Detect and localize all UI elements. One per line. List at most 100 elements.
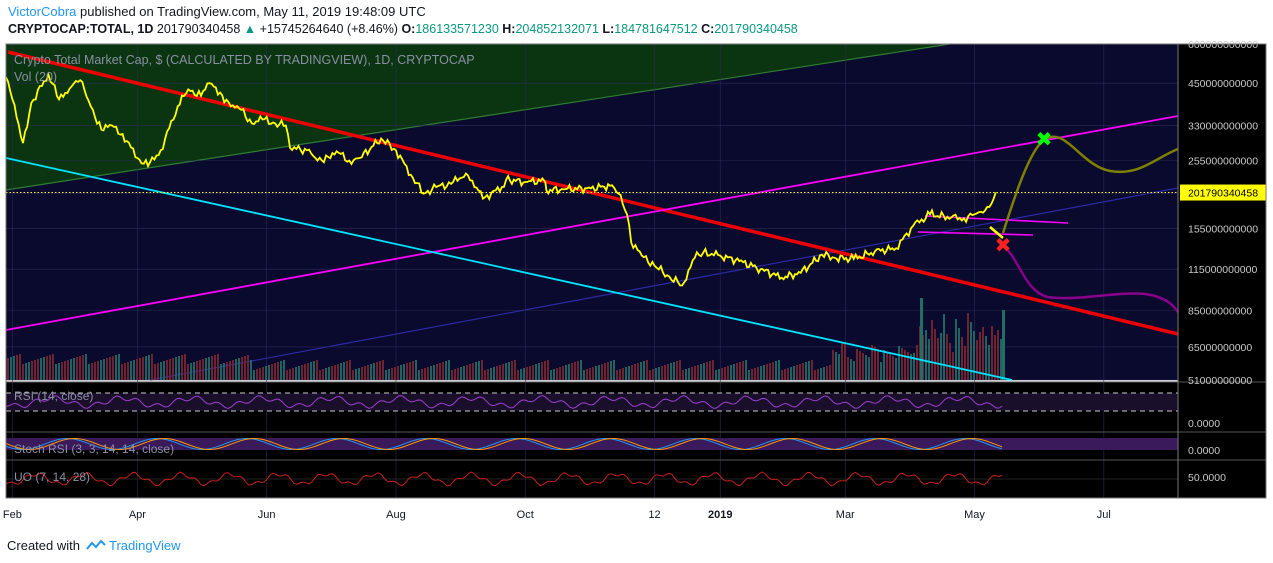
volume-bar: [235, 359, 237, 380]
symbol-header: CRYPTOCAP:TOTAL, 1D 201790340458 ▲ +1574…: [8, 22, 798, 36]
volume-bar: [643, 361, 645, 380]
volume-bar: [451, 370, 453, 380]
volume-bar: [637, 363, 639, 380]
volume-bar: [568, 364, 570, 380]
volume-bar: [220, 364, 222, 380]
volume-bar: [184, 354, 186, 380]
volume-bar: [409, 362, 411, 380]
volume-bar: [838, 354, 840, 380]
time-axis-tick: Feb: [3, 509, 22, 521]
volume-bar: [133, 360, 135, 380]
volume-bar: [88, 364, 90, 380]
volume-bar: [448, 360, 450, 380]
open-label: O:: [401, 22, 416, 36]
volume-bar: [988, 345, 990, 380]
volume-bar: [880, 362, 882, 380]
volume-label: Vol (20): [14, 70, 57, 84]
volume-bar: [319, 370, 321, 380]
volume-bar: [850, 359, 852, 380]
volume-bar: [427, 367, 429, 380]
volume-bar: [328, 367, 330, 380]
volume-bar: [544, 361, 546, 380]
volume-bar: [55, 364, 57, 380]
volume-bar: [193, 362, 195, 380]
volume-bar: [19, 354, 21, 380]
volume-bars: [7, 298, 1005, 380]
volume-bar: [703, 363, 705, 380]
volume-bar: [46, 356, 48, 380]
volume-bar: [781, 370, 783, 380]
volume-bar: [751, 369, 753, 380]
volume-bar: [280, 361, 282, 380]
volume-bar: [397, 366, 399, 380]
volume-bar: [625, 367, 627, 380]
volume-bar: [373, 363, 375, 380]
volume-bar: [352, 370, 354, 380]
volume-bar: [601, 364, 603, 380]
volume-bar: [454, 369, 456, 380]
volume-bar: [145, 356, 147, 380]
volume-bar: [439, 363, 441, 380]
volume-bar: [370, 364, 372, 380]
volume-bar: [646, 360, 648, 380]
chart-border: [5, 43, 1267, 499]
volume-bar: [958, 328, 960, 380]
volume-bar: [151, 354, 153, 380]
price-axis-tick: 155000000000: [1188, 223, 1258, 235]
price-series-line: [5, 71, 997, 287]
volume-bar: [214, 355, 216, 380]
volume-bar: [775, 361, 777, 380]
volume-bar: [970, 322, 972, 380]
volume-bar: [1002, 310, 1005, 380]
volume-bar: [961, 337, 963, 380]
rsi-band: [6, 393, 1178, 411]
projection-start-segment: [989, 226, 1004, 239]
volume-bar: [739, 362, 741, 380]
time-axis-tick: May: [964, 509, 985, 521]
price-axis-tick: 600000000000: [1188, 39, 1258, 51]
volume-bar: [811, 360, 813, 380]
author-link[interactable]: VictorCobra: [8, 4, 77, 19]
time-axis-tick: Apr: [129, 509, 146, 521]
volume-bar: [580, 360, 582, 380]
volume-bar: [832, 350, 834, 380]
volume-bar: [1000, 339, 1002, 380]
rsi-line: [5, 395, 1003, 410]
volume-bar: [964, 346, 966, 380]
volume-bar: [952, 352, 954, 380]
volume-bar: [343, 362, 345, 380]
volume-bar: [766, 364, 768, 380]
volume-bar: [289, 369, 291, 380]
volume-bar: [598, 365, 600, 380]
volume-bar: [466, 365, 468, 380]
tradingview-link[interactable]: TradingView: [109, 538, 181, 553]
volume-bar: [574, 362, 576, 380]
volume-bar: [31, 361, 33, 380]
high-value: 204852132071: [515, 22, 599, 36]
volume-bar: [262, 367, 264, 380]
volume-bar: [337, 364, 339, 380]
volume-bar: [538, 363, 540, 380]
volume-bar: [760, 366, 762, 380]
volume-bar: [823, 367, 825, 380]
volume-bar: [154, 364, 156, 380]
volume-bar: [142, 357, 144, 380]
volume-bar: [148, 355, 150, 380]
volume-bar: [67, 360, 69, 380]
volume-bar: [253, 370, 255, 380]
volume-bar: [181, 355, 183, 380]
volume-bar: [127, 362, 129, 380]
volume-bar: [268, 365, 270, 380]
volume-bar: [208, 357, 210, 380]
volume-bar: [379, 361, 381, 380]
volume-bar: [787, 368, 789, 380]
high-label: H:: [502, 22, 516, 36]
volume-bar: [979, 332, 981, 380]
volume-bar: [616, 370, 618, 380]
volume-bar: [361, 367, 363, 380]
volume-bar: [847, 357, 849, 380]
volume-bar: [820, 368, 822, 380]
volume-bar: [946, 334, 948, 380]
volume-bar: [22, 364, 24, 380]
volume-bar: [976, 340, 978, 380]
